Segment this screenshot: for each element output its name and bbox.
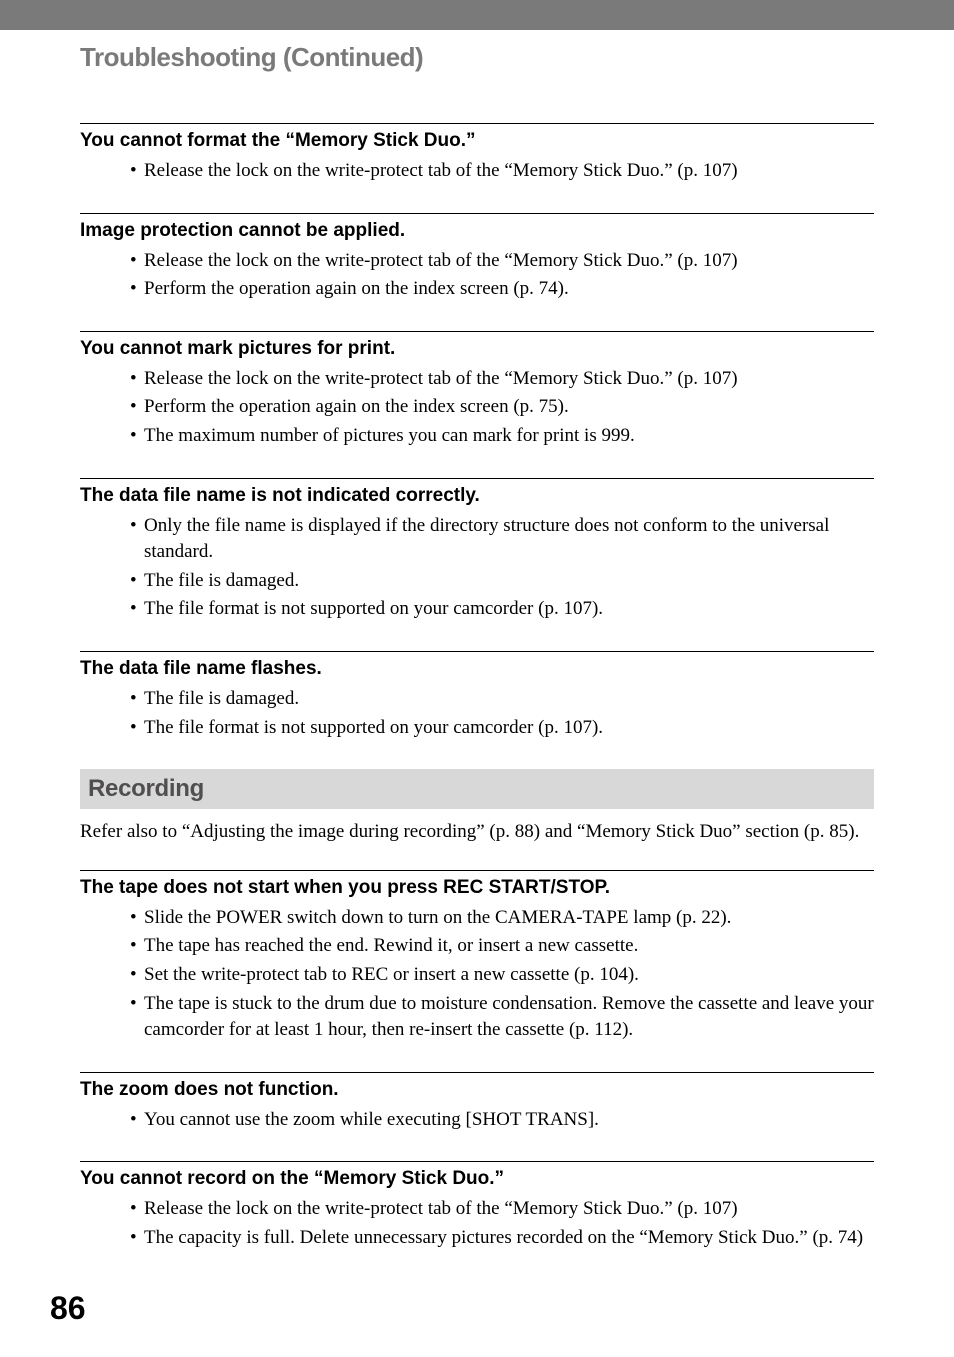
bullet-item: Perform the operation again on the index… bbox=[130, 394, 874, 421]
issue-block: You cannot record on the “Memory Stick D… bbox=[80, 1161, 874, 1251]
bullet-item: The maximum number of pictures you can m… bbox=[130, 423, 874, 450]
issue-title: You cannot mark pictures for print. bbox=[80, 338, 874, 360]
issue-title: The zoom does not function. bbox=[80, 1079, 874, 1101]
bullet-list: Only the file name is displayed if the d… bbox=[80, 513, 874, 623]
bullet-item: The file format is not supported on your… bbox=[130, 715, 874, 742]
bullet-item: The file is damaged. bbox=[130, 686, 874, 713]
bullet-list: Release the lock on the write-protect ta… bbox=[80, 248, 874, 303]
bullet-list: Release the lock on the write-protect ta… bbox=[80, 1196, 874, 1251]
issue-title: Image protection cannot be applied. bbox=[80, 220, 874, 242]
bullet-item: Perform the operation again on the index… bbox=[130, 276, 874, 303]
issue-block: Image protection cannot be applied. Rele… bbox=[80, 213, 874, 303]
issue-title: You cannot record on the “Memory Stick D… bbox=[80, 1168, 874, 1190]
bullet-item: You cannot use the zoom while executing … bbox=[130, 1107, 874, 1134]
bullet-item: Release the lock on the write-protect ta… bbox=[130, 1196, 874, 1223]
section-intro: Refer also to “Adjusting the image durin… bbox=[80, 819, 874, 846]
bullet-item: The file format is not supported on your… bbox=[130, 596, 874, 623]
bullet-list: Release the lock on the write-protect ta… bbox=[80, 158, 874, 185]
bullet-list: Slide the POWER switch down to turn on t… bbox=[80, 905, 874, 1044]
bullet-item: Release the lock on the write-protect ta… bbox=[130, 248, 874, 275]
issue-block: The data file name is not indicated corr… bbox=[80, 478, 874, 623]
issue-title: The tape does not start when you press R… bbox=[80, 877, 874, 899]
issue-title: You cannot format the “Memory Stick Duo.… bbox=[80, 130, 874, 152]
bullet-list: Release the lock on the write-protect ta… bbox=[80, 366, 874, 450]
bullet-list: The file is damaged. The file format is … bbox=[80, 686, 874, 741]
bullet-item: Release the lock on the write-protect ta… bbox=[130, 366, 874, 393]
section-heading: Recording bbox=[80, 769, 874, 809]
bullet-item: The file is damaged. bbox=[130, 568, 874, 595]
page-number: 86 bbox=[50, 1290, 86, 1327]
bullet-item: Release the lock on the write-protect ta… bbox=[130, 158, 874, 185]
issue-block: You cannot mark pictures for print. Rele… bbox=[80, 331, 874, 450]
bullet-item: The tape is stuck to the drum due to moi… bbox=[130, 991, 874, 1044]
bullet-item: The tape has reached the end. Rewind it,… bbox=[130, 933, 874, 960]
bullet-item: Only the file name is displayed if the d… bbox=[130, 513, 874, 566]
issue-title: The data file name is not indicated corr… bbox=[80, 485, 874, 507]
issue-block: You cannot format the “Memory Stick Duo.… bbox=[80, 123, 874, 185]
header-bar bbox=[0, 0, 954, 30]
issue-block: The zoom does not function. You cannot u… bbox=[80, 1072, 874, 1134]
issue-block: The tape does not start when you press R… bbox=[80, 870, 874, 1044]
content-area: You cannot format the “Memory Stick Duo.… bbox=[0, 73, 954, 1251]
chapter-title: Troubleshooting (Continued) bbox=[80, 42, 954, 73]
bullet-list: You cannot use the zoom while executing … bbox=[80, 1107, 874, 1134]
bullet-item: Slide the POWER switch down to turn on t… bbox=[130, 905, 874, 932]
bullet-item: The capacity is full. Delete unnecessary… bbox=[130, 1225, 874, 1252]
issue-title: The data file name flashes. bbox=[80, 658, 874, 680]
issue-block: The data file name flashes. The file is … bbox=[80, 651, 874, 741]
bullet-item: Set the write-protect tab to REC or inse… bbox=[130, 962, 874, 989]
